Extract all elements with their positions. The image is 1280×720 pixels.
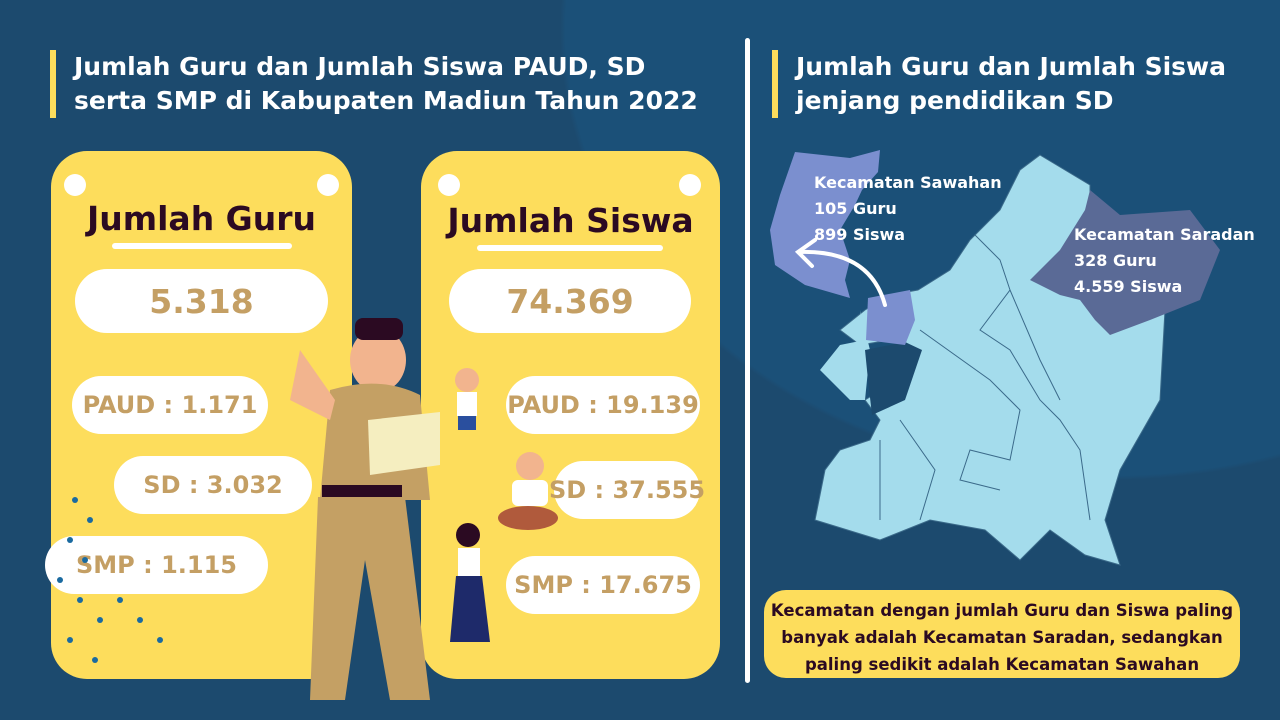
siswa-paud: PAUD : 19.139 bbox=[506, 376, 700, 434]
dot-pattern bbox=[57, 497, 163, 663]
student-paud-illustration bbox=[455, 368, 479, 430]
right-title: Jumlah Guru dan Jumlah Siswa jenjang pen… bbox=[772, 50, 1232, 118]
guru-sd: SD : 3.032 bbox=[114, 456, 312, 514]
siswa-title: Jumlah Siswa bbox=[447, 201, 694, 240]
saradan-guru: 328 Guru bbox=[1074, 251, 1157, 270]
map-region-saradan bbox=[1030, 190, 1220, 335]
guru-total: 5.318 bbox=[75, 269, 328, 333]
student-sd-illustration bbox=[498, 452, 558, 530]
guru-card: Jumlah Guru 5.318 PAUD : 1.171 SD : 3.03… bbox=[45, 151, 352, 679]
sawahan-name: Kecamatan Sawahan bbox=[814, 173, 1002, 192]
left-title: Jumlah Guru dan Jumlah Siswa PAUD, SD se… bbox=[50, 50, 710, 118]
card-hole bbox=[438, 174, 460, 196]
summary-note: Kecamatan dengan jumlah Guru dan Siswa p… bbox=[764, 590, 1240, 678]
map-region-sawahan-part bbox=[866, 290, 915, 345]
saradan-name: Kecamatan Saradan bbox=[1074, 225, 1255, 244]
map-region-sawahan bbox=[770, 150, 880, 298]
guru-paud: PAUD : 1.171 bbox=[72, 376, 268, 434]
siswa-total: 74.369 bbox=[449, 269, 691, 333]
map-region-west bbox=[820, 310, 870, 400]
siswa-sd: SD : 37.555 bbox=[549, 461, 705, 519]
card-hole bbox=[64, 174, 86, 196]
student-smp-illustration bbox=[450, 523, 490, 642]
sawahan-label: Kecamatan Sawahan 105 Guru 899 Siswa bbox=[814, 170, 1002, 248]
map-region-dark-gap bbox=[865, 342, 922, 415]
guru-title: Jumlah Guru bbox=[86, 199, 317, 238]
saradan-label: Kecamatan Saradan 328 Guru 4.559 Siswa bbox=[1074, 222, 1255, 300]
divider bbox=[745, 38, 750, 683]
title-underline bbox=[477, 245, 663, 251]
saradan-siswa: 4.559 Siswa bbox=[1074, 277, 1183, 296]
card-hole bbox=[679, 174, 701, 196]
guru-smp: SMP : 1.115 bbox=[45, 536, 268, 594]
arrow-icon bbox=[798, 249, 887, 307]
sawahan-siswa: 899 Siswa bbox=[814, 225, 906, 244]
title-underline bbox=[112, 243, 292, 249]
map-boundaries bbox=[879, 234, 1091, 521]
card-hole bbox=[317, 174, 339, 196]
teacher-illustration bbox=[290, 318, 440, 700]
arrow-head-icon bbox=[794, 238, 817, 268]
sawahan-guru: 105 Guru bbox=[814, 199, 897, 218]
siswa-smp: SMP : 17.675 bbox=[506, 556, 700, 614]
